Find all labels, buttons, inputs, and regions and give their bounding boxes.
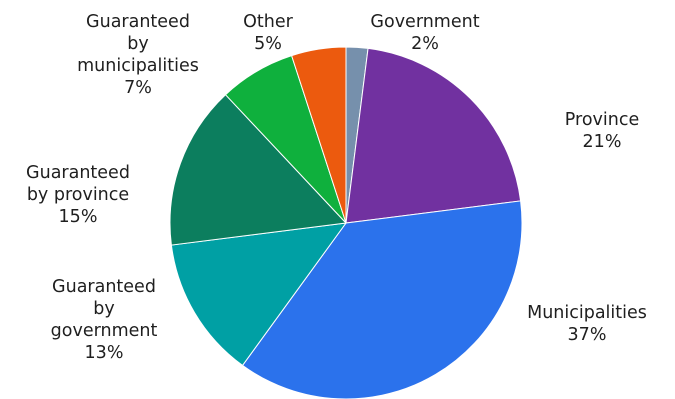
slice-label-line: 15% — [59, 207, 98, 227]
slice-label-government: Government 2% — [370, 12, 479, 54]
slice-label-line: municipalities — [77, 56, 199, 76]
slice-label-guaranteed-by-government: Guaranteed by government 13% — [51, 277, 158, 363]
slice-label-line: 5% — [254, 34, 282, 54]
slice-label-other: Other 5% — [243, 12, 293, 54]
slice-label-line: by — [127, 34, 148, 54]
pie-slices — [169, 46, 523, 399]
slice-label-guaranteed-by-municipalities: Guaranteed by municipalities 7% — [77, 12, 199, 98]
slice-label-municipalities: Municipalities 37% — [527, 303, 647, 345]
pie-slice-guaranteed-by-government — [170, 222, 348, 367]
slice-label-line: 7% — [124, 78, 152, 98]
slice-label-line: Government — [370, 12, 479, 32]
slice-label-line: government — [51, 321, 158, 341]
slice-label-line: Guaranteed — [26, 163, 130, 183]
slice-label-line: Guaranteed — [86, 12, 190, 32]
pie-slice-other — [290, 46, 347, 224]
slice-label-line: 13% — [85, 343, 124, 363]
slice-label-line: by — [93, 299, 114, 319]
slice-label-line: by province — [27, 185, 129, 205]
pie-slice-province — [345, 47, 522, 224]
slice-label-line: 21% — [583, 132, 622, 152]
slice-label-line: Province — [565, 110, 639, 130]
slice-label-line: Guaranteed — [52, 277, 156, 297]
slice-label-line: Other — [243, 12, 293, 32]
slice-label-line: Municipalities — [527, 303, 647, 323]
slice-label-guaranteed-by-province: Guaranteed by province 15% — [26, 163, 130, 227]
slice-label-province: Province 21% — [565, 110, 639, 152]
slice-label-line: 2% — [411, 34, 439, 54]
pie-slice-guaranteed-by-province — [169, 93, 348, 246]
pie-slice-municipalities — [241, 200, 523, 399]
slice-label-line: 37% — [568, 325, 607, 345]
pie-labels: Government 2% Province 21% Municipalities 37%… — [26, 12, 647, 363]
